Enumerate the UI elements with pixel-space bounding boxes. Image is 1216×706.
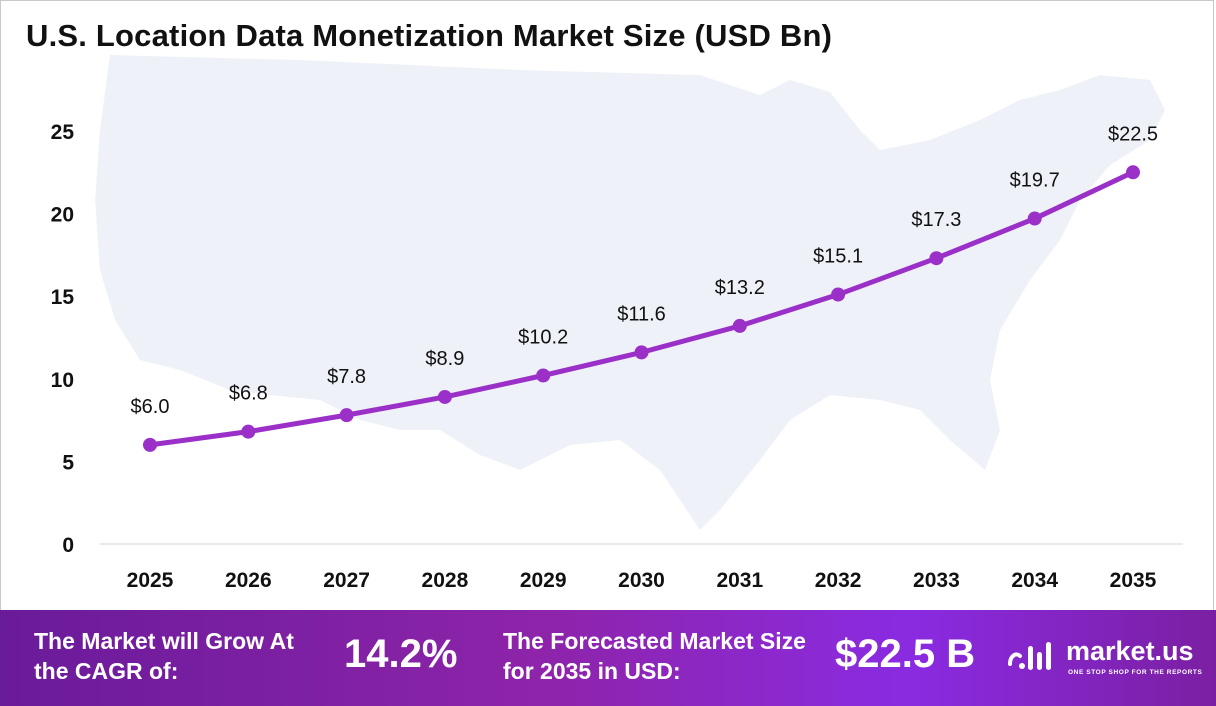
data-point: [437, 389, 452, 404]
x-tick-label: 2031: [716, 569, 763, 592]
y-tick-label: 5: [62, 451, 74, 474]
data-label: $22.5: [1108, 123, 1158, 145]
data-point: [536, 368, 551, 383]
data-label: $10.2: [518, 326, 568, 348]
cagr-value: 14.2%: [344, 632, 458, 676]
x-tick-label: 2029: [520, 569, 567, 592]
data-point: [929, 251, 944, 266]
y-tick-label: 25: [51, 121, 75, 144]
forecast-label: The Forecasted Market Size for 2035 in U…: [503, 628, 806, 684]
us-map-background: [95, 55, 1165, 530]
data-point: [241, 424, 256, 439]
y-tick-label: 20: [51, 204, 74, 227]
data-label: $15.1: [813, 246, 863, 268]
data-point: [831, 287, 846, 302]
data-points: [143, 165, 1140, 452]
x-tick-label: 2032: [815, 569, 862, 592]
brand-name: market.us: [1066, 636, 1194, 666]
cagr-label: The Market will Grow At the CAGR of:: [34, 628, 294, 684]
x-tick-label: 2025: [127, 569, 174, 592]
data-label: $6.0: [131, 396, 170, 418]
y-tick-label: 15: [51, 286, 75, 309]
data-label: $13.2: [715, 277, 765, 299]
x-tick-label: 2028: [422, 569, 469, 592]
x-tick-label: 2027: [323, 569, 370, 592]
x-tick-label: 2034: [1011, 569, 1058, 592]
data-label: $7.8: [327, 366, 366, 388]
x-tick-label: 2035: [1110, 569, 1157, 592]
market-us-logo-icon: [1008, 642, 1051, 670]
data-label: $8.9: [425, 348, 464, 370]
forecast-value: $22.5 B: [835, 632, 976, 676]
x-tick-label: 2033: [913, 569, 960, 592]
data-label: $6.8: [229, 383, 268, 405]
data-label: $11.6: [617, 303, 666, 325]
data-point: [1027, 211, 1042, 226]
y-axis-ticks: 0 5 10 15 20 25: [51, 121, 75, 557]
chart-title: U.S. Location Data Monetization Market S…: [26, 18, 833, 53]
data-labels: $6.0 $6.8 $7.8 $8.9 $10.2 $11.6 $13.2 $15.1 $17.…: [131, 123, 1159, 418]
brand-logo: market.us ONE STOP SHOP FOR THE REPORTS: [1006, 636, 1211, 686]
x-axis-ticks: 2025 2026 2027 2028 2029 2030 2031 2032 2033 2034…: [127, 569, 1157, 592]
x-tick-label: 2030: [618, 569, 665, 592]
data-point: [1126, 165, 1140, 180]
data-point: [143, 437, 157, 452]
summary-banner: The Market will Grow At the CAGR of: 14.…: [0, 610, 1216, 706]
data-label: $19.7: [1010, 170, 1060, 192]
brand-tagline: ONE STOP SHOP FOR THE REPORTS: [1068, 669, 1203, 676]
y-tick-label: 10: [51, 369, 74, 392]
data-point: [339, 408, 354, 423]
y-tick-label: 0: [62, 534, 74, 557]
x-tick-label: 2026: [225, 569, 272, 592]
data-label: $17.3: [911, 209, 961, 231]
data-point: [732, 318, 747, 333]
data-point: [634, 345, 649, 360]
